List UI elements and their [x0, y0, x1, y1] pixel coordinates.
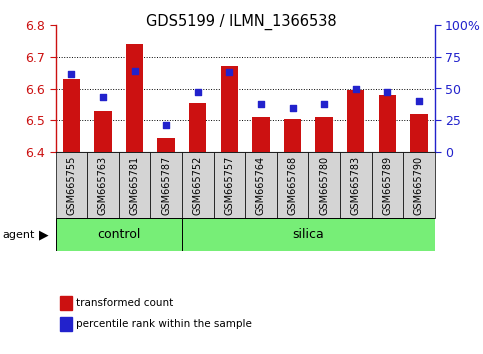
FancyBboxPatch shape — [150, 152, 182, 218]
FancyBboxPatch shape — [56, 218, 182, 251]
Bar — [189, 103, 206, 152]
Point — [131, 68, 139, 74]
Point — [257, 101, 265, 107]
Text: GDS5199 / ILMN_1366538: GDS5199 / ILMN_1366538 — [146, 14, 337, 30]
Text: ▶: ▶ — [39, 228, 48, 241]
Bar — [347, 90, 364, 152]
Point — [384, 90, 391, 95]
Bar — [94, 111, 112, 152]
FancyBboxPatch shape — [245, 152, 277, 218]
FancyBboxPatch shape — [182, 152, 213, 218]
Bar — [63, 79, 80, 152]
Point — [162, 122, 170, 128]
Bar — [126, 44, 143, 152]
Bar — [157, 138, 175, 152]
Point — [194, 90, 201, 95]
Text: GSM665783: GSM665783 — [351, 155, 361, 215]
Point — [99, 95, 107, 100]
Bar — [379, 95, 396, 152]
Text: percentile rank within the sample: percentile rank within the sample — [76, 319, 252, 329]
Text: agent: agent — [2, 229, 35, 240]
Bar — [252, 117, 270, 152]
Point — [415, 98, 423, 104]
FancyBboxPatch shape — [87, 152, 119, 218]
Text: silica: silica — [292, 228, 324, 241]
Text: control: control — [97, 228, 141, 241]
FancyBboxPatch shape — [277, 152, 308, 218]
Text: GSM665787: GSM665787 — [161, 155, 171, 215]
FancyBboxPatch shape — [340, 152, 371, 218]
FancyBboxPatch shape — [119, 152, 150, 218]
Text: GSM665755: GSM665755 — [66, 155, 76, 215]
Point — [320, 101, 328, 107]
Text: GSM665789: GSM665789 — [383, 155, 392, 215]
Bar — [221, 66, 238, 152]
Point — [226, 69, 233, 75]
Text: GSM665781: GSM665781 — [129, 155, 140, 215]
Text: transformed count: transformed count — [76, 298, 173, 308]
FancyBboxPatch shape — [371, 152, 403, 218]
Bar — [315, 117, 333, 152]
Text: GSM665763: GSM665763 — [98, 155, 108, 215]
Point — [68, 72, 75, 77]
Bar — [284, 119, 301, 152]
Bar — [410, 114, 427, 152]
Text: GSM665752: GSM665752 — [193, 155, 203, 215]
FancyBboxPatch shape — [403, 152, 435, 218]
Text: GSM665757: GSM665757 — [224, 155, 234, 215]
Text: GSM665790: GSM665790 — [414, 155, 424, 215]
Point — [289, 105, 297, 110]
FancyBboxPatch shape — [213, 152, 245, 218]
FancyBboxPatch shape — [182, 218, 435, 251]
Text: GSM665780: GSM665780 — [319, 155, 329, 215]
FancyBboxPatch shape — [308, 152, 340, 218]
FancyBboxPatch shape — [56, 152, 87, 218]
Text: GSM665764: GSM665764 — [256, 155, 266, 215]
Point — [352, 86, 359, 91]
Text: GSM665768: GSM665768 — [287, 155, 298, 215]
